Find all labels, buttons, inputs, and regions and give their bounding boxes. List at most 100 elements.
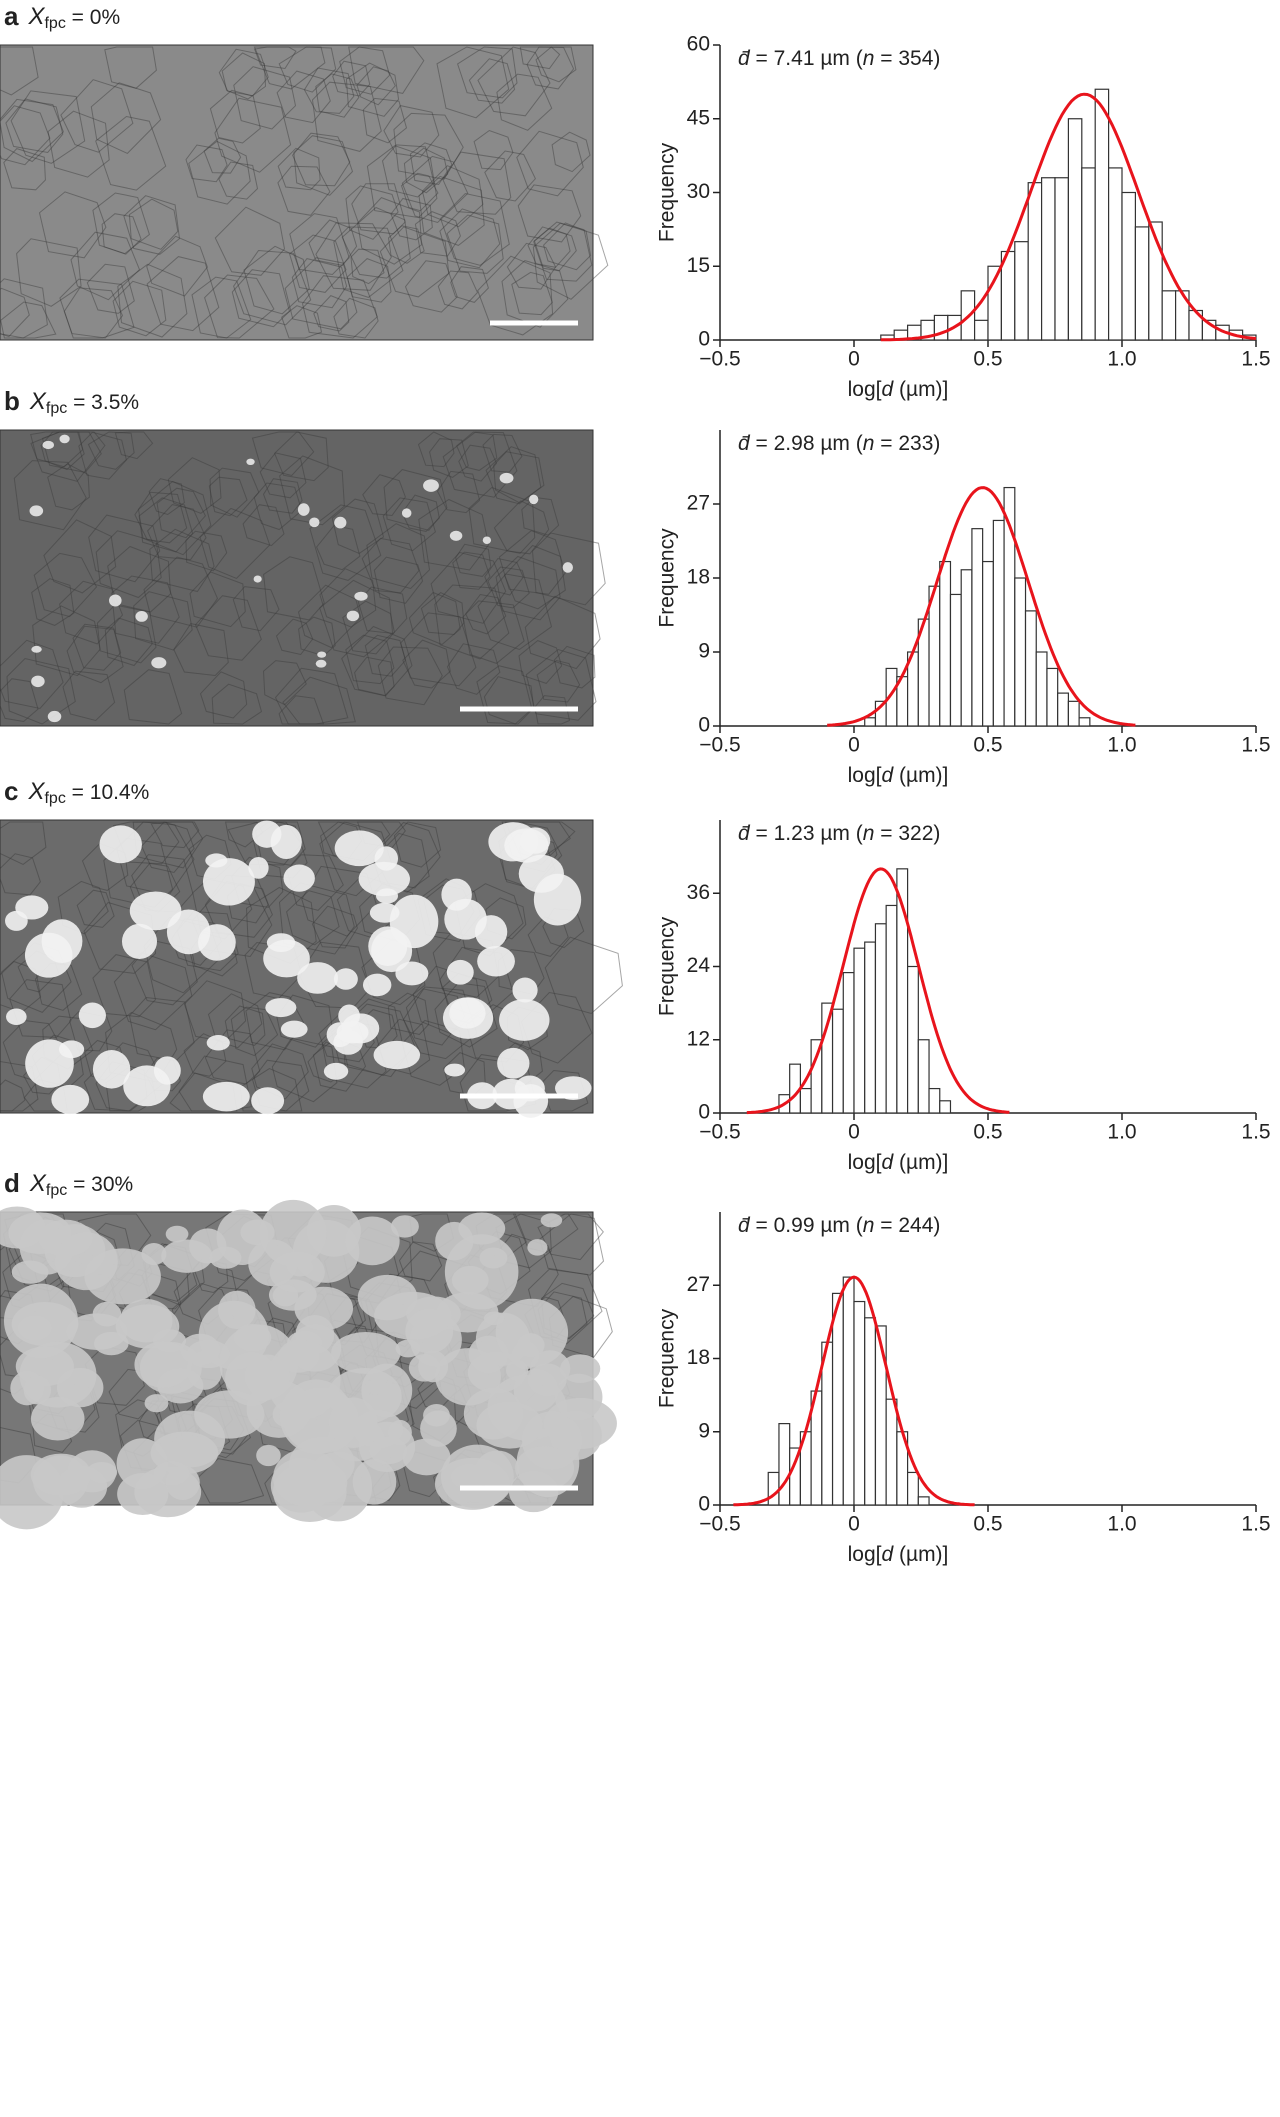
histogram-bar: [1054, 177, 1069, 341]
phase-particle: [47, 710, 62, 723]
grain: [107, 545, 172, 613]
phase-particle: [374, 846, 399, 871]
grain: [456, 431, 498, 471]
grain: [208, 476, 248, 517]
phase-particle: [483, 1311, 505, 1326]
grain: [57, 880, 109, 935]
phase-particle: [446, 959, 474, 985]
stat-part: = 1.23 µm (: [750, 822, 863, 845]
grain: [40, 431, 85, 471]
grain: [123, 669, 183, 725]
y-tick-label: 45: [687, 106, 710, 129]
grain: [439, 208, 501, 269]
stat-part: = 354): [874, 47, 940, 70]
histogram-bar: [1040, 177, 1056, 341]
grain: [543, 222, 592, 271]
phase-particle: [209, 1246, 242, 1269]
grain: [185, 530, 228, 572]
grain: [211, 683, 263, 725]
phase-particle: [135, 610, 148, 622]
phase-particle: [444, 1063, 466, 1077]
grain: [76, 889, 115, 928]
panel-letter: d: [4, 1168, 20, 1198]
grain: [274, 667, 349, 725]
phase-particle: [165, 1225, 189, 1243]
x-tick-label: 0: [848, 348, 860, 371]
grain: [148, 478, 185, 516]
grain: [387, 225, 425, 264]
grain: [345, 185, 399, 240]
grain: [92, 192, 150, 255]
histogram-bar: [885, 904, 898, 1114]
grain: [501, 260, 569, 328]
grain: [23, 1079, 68, 1112]
histogram-bar: [767, 1471, 780, 1506]
x-label-part: log[: [848, 1151, 882, 1174]
phase-particle: [205, 853, 228, 868]
grain: [473, 129, 514, 171]
panel-value: = 30%: [67, 1173, 133, 1196]
grain: [209, 89, 261, 144]
fit-curve: [827, 486, 1136, 727]
phase-particle: [305, 1463, 348, 1503]
phase-particle: [297, 503, 310, 516]
stat-part: n: [863, 1214, 875, 1237]
phase-particle: [401, 508, 412, 518]
grain: [493, 451, 545, 504]
stat-label: d̄ = 7.41 µm (n = 354): [738, 47, 940, 70]
phase-particle: [78, 1002, 106, 1029]
phase-particle: [58, 1040, 85, 1059]
histogram-bar: [1161, 290, 1177, 341]
grain: [517, 184, 582, 243]
grain: [553, 645, 596, 689]
y-tick-label: 0: [698, 1101, 710, 1124]
grain: [346, 258, 392, 303]
grain: [101, 213, 142, 255]
phase-particle: [395, 1339, 421, 1358]
grain: [291, 258, 348, 309]
grain: [0, 46, 39, 96]
histogram-bar: [906, 1471, 919, 1506]
phase-particle: [269, 1251, 325, 1293]
grain: [233, 249, 312, 326]
grain: [137, 480, 212, 556]
grain: [409, 142, 453, 186]
histogram-bar: [939, 1100, 952, 1114]
grain: [150, 821, 200, 849]
stat-label: d̄ = 0.99 µm (n = 244): [738, 1214, 940, 1237]
phase-particle: [402, 1438, 451, 1476]
grain: [487, 566, 530, 609]
grain: [30, 431, 84, 468]
x-tick-label: 1.5: [1241, 1513, 1270, 1536]
grain: [496, 73, 553, 131]
histogram-bar: [842, 972, 855, 1114]
grain: [308, 219, 358, 266]
grain: [72, 623, 122, 671]
grain: [412, 965, 482, 1035]
phase-particle: [323, 1062, 349, 1080]
grain: [0, 105, 51, 166]
panel-label: a Xfpc = 0%: [4, 1, 120, 32]
grain: [167, 457, 222, 514]
grain: [446, 643, 501, 695]
phase-particle: [280, 1020, 308, 1038]
grain: [13, 460, 87, 531]
histogram-bar: [799, 1087, 812, 1114]
phase-particle: [357, 1274, 418, 1321]
grain: [66, 625, 124, 684]
grain: [189, 571, 246, 628]
x-tick-label: 0: [848, 1121, 860, 1144]
panel-value: = 10.4%: [66, 781, 149, 804]
grain: [429, 438, 469, 478]
grain: [485, 897, 527, 940]
grain: [253, 482, 303, 531]
phase-particle: [41, 919, 83, 963]
grain: [214, 97, 292, 173]
x-tick-label: 1.5: [1241, 734, 1270, 757]
grain: [224, 821, 264, 848]
grain: [227, 821, 302, 866]
grain: [224, 1005, 266, 1046]
grain: [533, 227, 577, 272]
panel-symbol: X: [29, 1170, 47, 1197]
phase-particle: [554, 1373, 603, 1421]
